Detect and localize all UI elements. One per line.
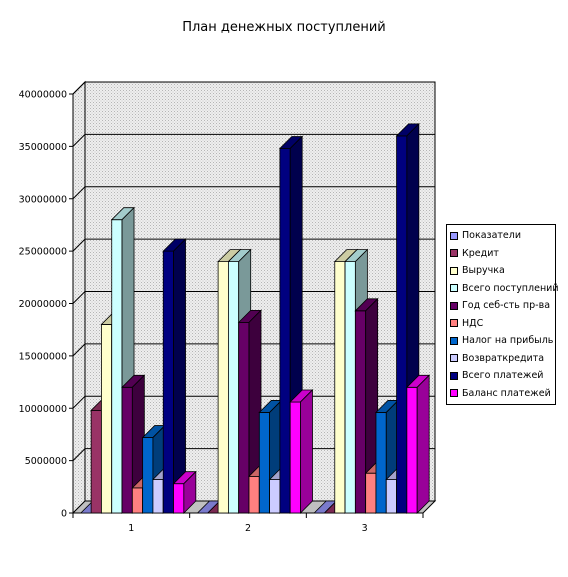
bar-front [334, 261, 346, 514]
gridline [72, 448, 435, 461]
bar-front [162, 250, 174, 514]
gridlines [72, 81, 435, 461]
x-tick-label: 1 [128, 523, 134, 534]
legend-label: Всего поступлений [462, 282, 559, 294]
y-tick-label: 10000000 [19, 404, 67, 415]
legend-swatch [450, 371, 458, 380]
y-tick-label: 20000000 [19, 299, 67, 310]
y-axis-ticks: 0 5000000 10000000 15000000 20000000 25000000… [19, 90, 73, 520]
bar-front [269, 479, 281, 514]
bar-front [142, 437, 154, 514]
bar-front [227, 261, 240, 514]
bar-front [406, 386, 418, 514]
bar-side [416, 374, 430, 514]
legend-label: Возвраткредита [462, 352, 545, 364]
bar [405, 374, 431, 514]
bar-front [375, 412, 387, 514]
legend-item: НДС [447, 315, 555, 333]
bar-front [354, 310, 367, 514]
bar-side [300, 388, 313, 514]
x-tick-label: 3 [362, 523, 368, 534]
bar-front [279, 148, 291, 514]
bar-front [131, 487, 144, 514]
legend-item: Показатели [447, 227, 555, 245]
bar-front [396, 135, 408, 514]
bar-front [152, 479, 164, 514]
legend-swatch [450, 336, 458, 345]
bar [162, 238, 187, 514]
gridline [72, 395, 435, 409]
bar-front [217, 261, 229, 514]
gridline [72, 238, 435, 252]
gridline [72, 133, 435, 147]
bar-side [183, 470, 197, 514]
legend-swatch [450, 389, 458, 398]
x-tick-label: 2 [245, 523, 251, 534]
bar-front [101, 324, 113, 514]
bar-front [248, 475, 260, 514]
y-tick-label: 0 [61, 509, 67, 520]
bar-front [258, 412, 270, 514]
bar [289, 388, 314, 514]
legend: Показатели Кредит Выручка Всего поступлений… [446, 224, 559, 405]
legend-label: Налог на прибыль [462, 335, 554, 347]
legend-item: Кредит [447, 245, 555, 263]
legend-item: Налог на прибыль [447, 332, 555, 350]
legend-item: Возвраткредита [447, 350, 555, 368]
bar-front [385, 479, 397, 514]
bar-front [238, 321, 250, 514]
bar-front [344, 261, 356, 514]
legend-item: Баланс платежей [447, 385, 555, 403]
y-tick-label: 25000000 [19, 247, 67, 258]
bar-front [90, 409, 102, 514]
y-tick-label: 15000000 [19, 351, 67, 362]
legend-item: Всего поступлений [447, 280, 559, 298]
legend-label: Всего платежей [462, 370, 544, 382]
legend-label: Выручка [462, 265, 505, 277]
legend-swatch [450, 284, 458, 293]
gridline [72, 291, 435, 304]
y-tick-label: 30000000 [19, 194, 67, 205]
gridline [72, 81, 435, 95]
legend-label: Год себ-сть пр-ва [462, 300, 551, 312]
legend-label: Кредит [462, 247, 499, 259]
bars [79, 122, 431, 514]
y-tick-label: 5000000 [25, 456, 67, 467]
y-tick-label: 40000000 [19, 90, 67, 101]
legend-item: Год себ-сть пр-ва [447, 297, 555, 315]
bar-front [173, 483, 185, 514]
gridline [72, 186, 435, 200]
legend-item: Выручка [447, 262, 555, 280]
legend-swatch [450, 301, 458, 310]
legend-label: Баланс платежей [462, 387, 551, 399]
bar-front [111, 219, 123, 514]
legend-swatch [450, 319, 458, 328]
gridline [72, 343, 435, 357]
x-axis-ticks: 1 2 3 [72, 513, 424, 534]
bar-side [173, 238, 186, 514]
chart-title: План денежных поступлений [182, 20, 386, 35]
y-tick-label: 35000000 [19, 142, 67, 153]
legend-label: Показатели [462, 230, 522, 242]
legend-swatch [450, 354, 458, 363]
legend-swatch [450, 231, 458, 240]
legend-swatch [450, 266, 458, 275]
legend-item: Всего платежей [447, 367, 555, 385]
legend-swatch [450, 249, 458, 258]
bar [172, 470, 197, 514]
legend-label: НДС [462, 317, 484, 329]
bar-front [121, 386, 133, 514]
bar-front [365, 472, 377, 514]
bar-front [289, 401, 301, 514]
